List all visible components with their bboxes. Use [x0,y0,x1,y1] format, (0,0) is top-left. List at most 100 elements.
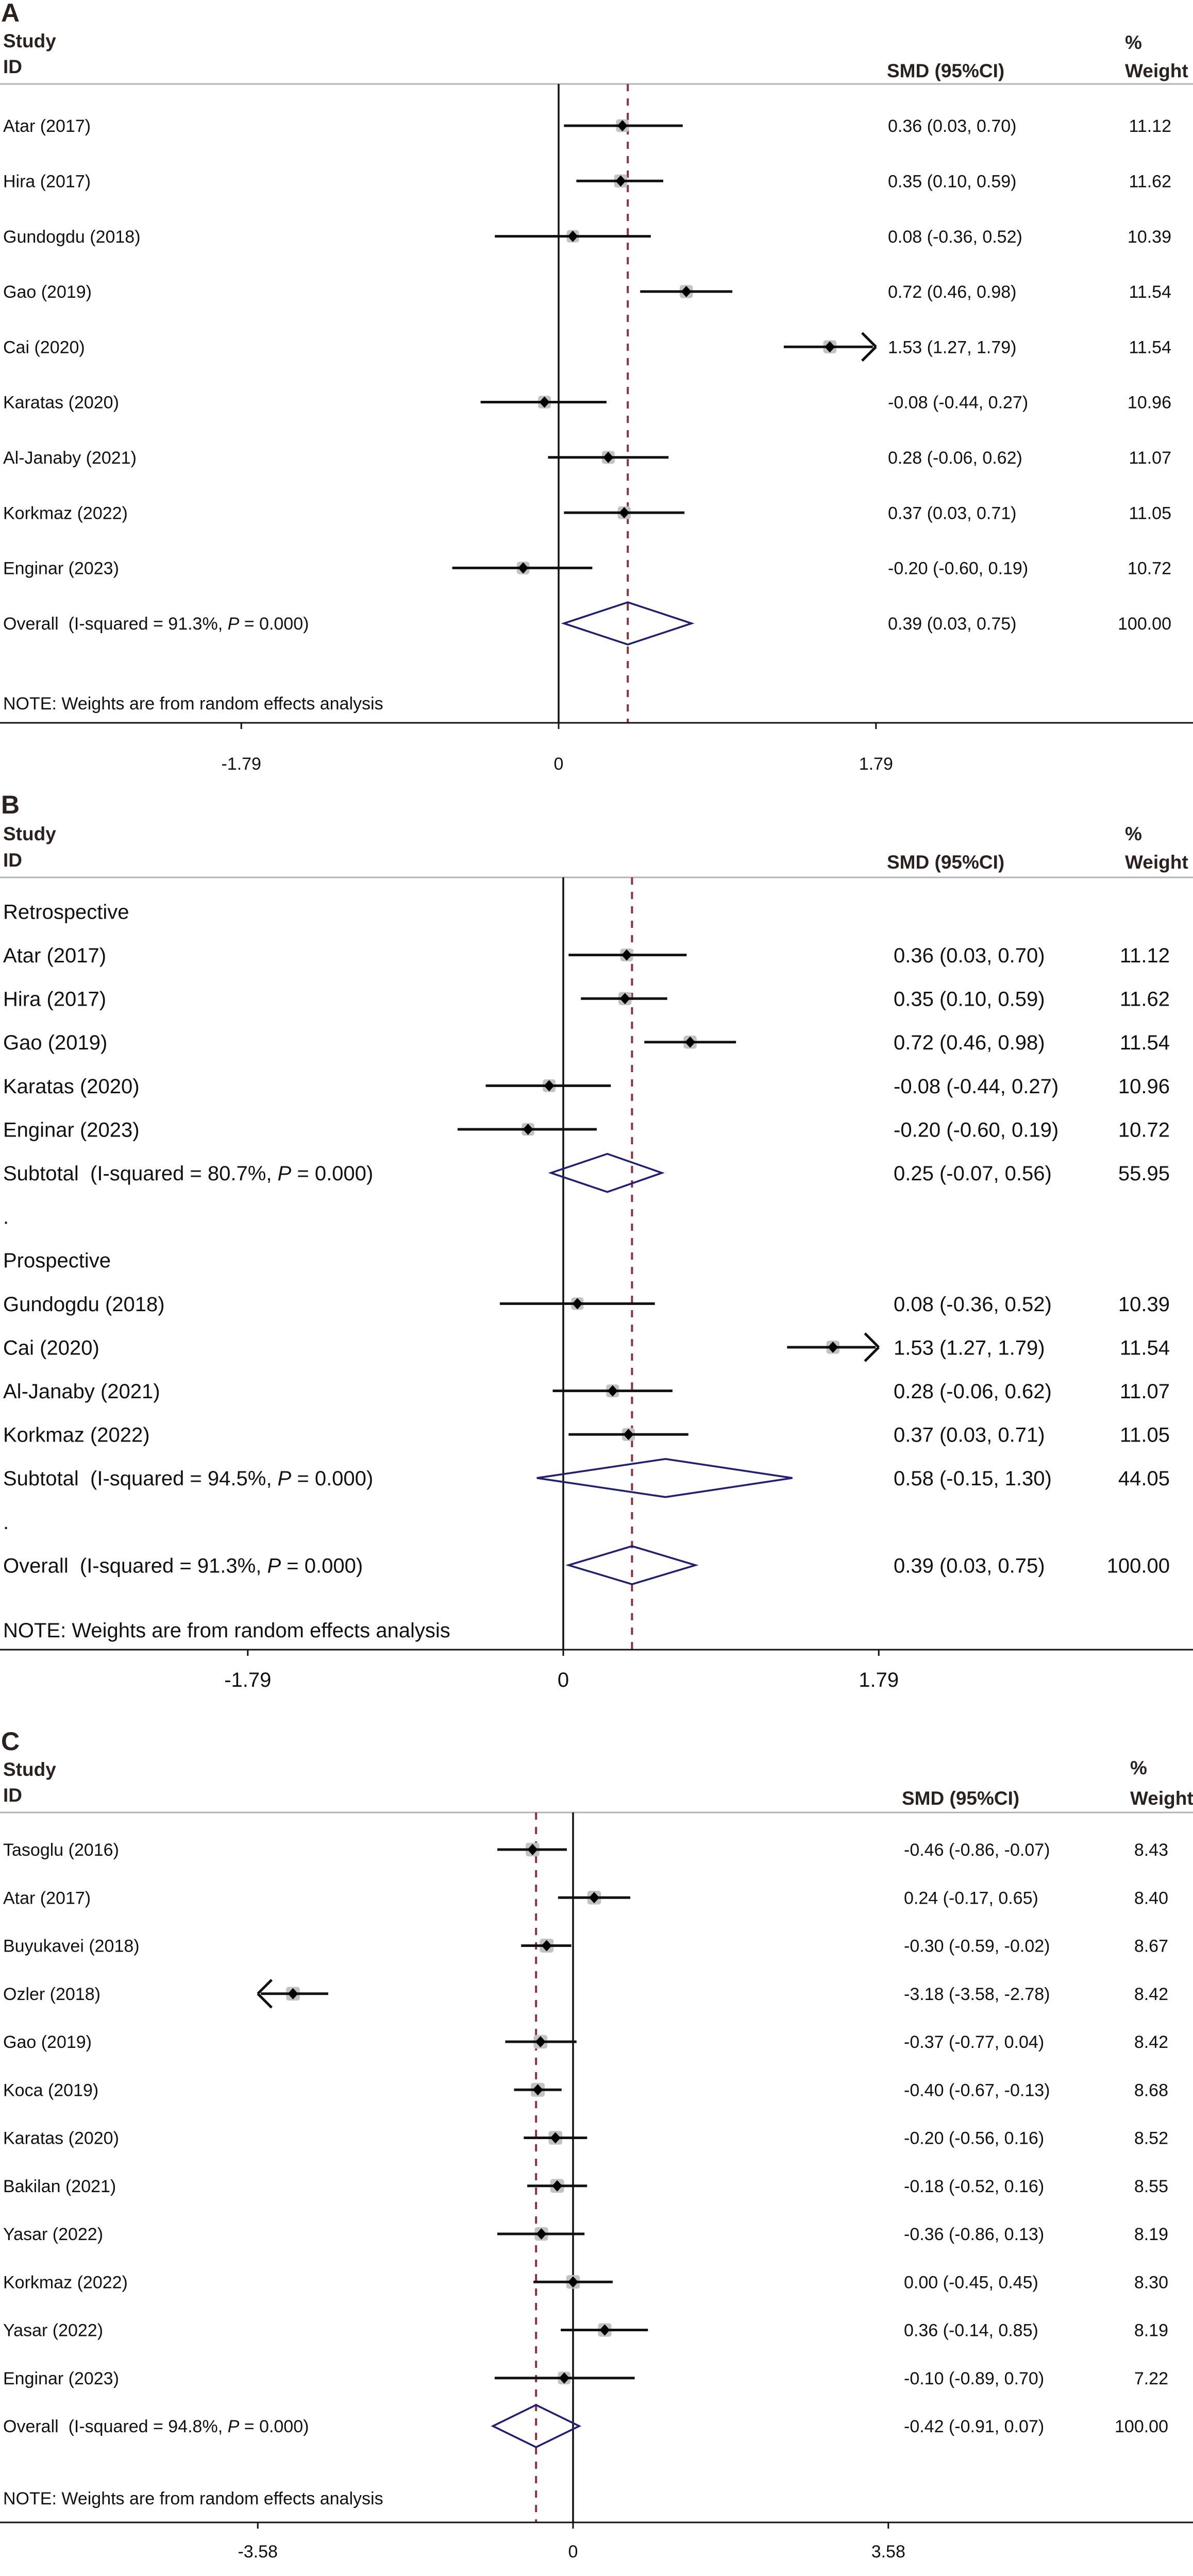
svg-text:Study: Study [3,823,56,844]
svg-text:Korkmaz (2022): Korkmaz (2022) [3,2273,128,2293]
svg-text:Overall (I-squared = 91.3%, P: Overall (I-squared = 91.3%, P = 0.000) [3,614,309,634]
svg-text:-0.30 (-0.59, -0.02): -0.30 (-0.59, -0.02) [904,1937,1050,1956]
svg-text:44.05: 44.05 [1118,1467,1170,1490]
svg-text:8.19: 8.19 [1134,2321,1168,2341]
svg-text:Prospective: Prospective [3,1249,111,1272]
svg-text:11.62: 11.62 [1129,172,1171,192]
svg-text:Enginar (2023): Enginar (2023) [3,2369,119,2388]
svg-text:8.67: 8.67 [1134,1937,1168,1956]
svg-text:8.52: 8.52 [1134,2129,1168,2148]
svg-text:10.72: 10.72 [1128,559,1171,579]
svg-text:8.43: 8.43 [1134,1840,1168,1860]
svg-text:8.68: 8.68 [1134,2081,1168,2100]
svg-text:11.07: 11.07 [1129,448,1171,468]
svg-text:0.36 (0.03, 0.70): 0.36 (0.03, 0.70) [894,944,1045,967]
svg-text:SMD (95%CI): SMD (95%CI) [887,60,1004,81]
svg-text:SMD (95%CI): SMD (95%CI) [887,852,1004,873]
svg-text:Atar (2017): Atar (2017) [3,116,91,136]
svg-text:Atar (2017): Atar (2017) [3,1889,91,1908]
svg-text:Karatas (2020): Karatas (2020) [3,2129,119,2148]
svg-text:Enginar (2023): Enginar (2023) [3,559,119,579]
svg-text:0.39 (0.03, 0.75): 0.39 (0.03, 0.75) [894,1554,1045,1577]
svg-text:0.72 (0.46, 0.98): 0.72 (0.46, 0.98) [894,1031,1045,1054]
svg-text:Gundogdu (2018): Gundogdu (2018) [3,1293,165,1316]
svg-text:.: . [3,1206,9,1229]
svg-text:11.05: 11.05 [1120,1424,1170,1447]
svg-text:8.30: 8.30 [1134,2273,1168,2293]
svg-text:1.79: 1.79 [859,754,893,774]
svg-text:0.28 (-0.06, 0.62): 0.28 (-0.06, 0.62) [888,448,1022,468]
svg-text:7.22: 7.22 [1134,2369,1168,2388]
svg-text:%: % [1130,1757,1147,1778]
svg-text:0.24 (-0.17, 0.65): 0.24 (-0.17, 0.65) [904,1889,1038,1908]
svg-text:Al-Janaby (2021): Al-Janaby (2021) [3,448,137,468]
svg-text:0.37 (0.03, 0.71): 0.37 (0.03, 0.71) [894,1424,1045,1447]
svg-text:Study: Study [3,30,56,52]
svg-text:Korkmaz (2022): Korkmaz (2022) [3,1424,150,1447]
svg-text:-0.20 (-0.60, 0.19): -0.20 (-0.60, 0.19) [888,559,1028,579]
svg-text:Gao (2019): Gao (2019) [3,282,92,302]
svg-text:A: A [1,0,20,27]
svg-text:-0.42 (-0.91, 0.07): -0.42 (-0.91, 0.07) [904,2417,1044,2436]
svg-text:Cai (2020): Cai (2020) [3,337,85,357]
svg-text:Buyukavei (2018): Buyukavei (2018) [3,1937,140,1956]
svg-text:11.54: 11.54 [1129,282,1171,302]
svg-text:0.08 (-0.36, 0.52): 0.08 (-0.36, 0.52) [888,227,1022,247]
svg-text:Subtotal (I-squared = 80.7%,: Subtotal (I-squared = 80.7%, P = 0.000) [3,1162,373,1185]
svg-text:Weight: Weight [1130,1788,1193,1809]
svg-text:-1.79: -1.79 [224,1669,271,1691]
svg-text:-0.40 (-0.67, -0.13): -0.40 (-0.67, -0.13) [904,2081,1050,2100]
svg-text:11.07: 11.07 [1120,1380,1170,1403]
svg-text:Yasar (2022): Yasar (2022) [3,2321,103,2341]
svg-text:0.35 (0.10, 0.59): 0.35 (0.10, 0.59) [888,172,1017,192]
svg-text:0.39 (0.03, 0.75): 0.39 (0.03, 0.75) [888,614,1017,634]
svg-text:11.54: 11.54 [1120,1336,1170,1359]
svg-text:%: % [1125,32,1142,53]
svg-text:8.42: 8.42 [1134,2032,1168,2052]
svg-text:ID: ID [3,56,22,77]
svg-text:0.58 (-0.15, 1.30): 0.58 (-0.15, 1.30) [894,1467,1052,1490]
svg-text:8.40: 8.40 [1134,1889,1168,1908]
svg-text:-3.58: -3.58 [238,2542,278,2562]
svg-text:Overall (I-squared = 91.3%, P: Overall (I-squared = 91.3%, P = 0.000) [3,1554,363,1577]
svg-text:-0.08 (-0.44, 0.27): -0.08 (-0.44, 0.27) [894,1075,1058,1098]
svg-text:.: . [3,1511,9,1534]
svg-text:Ozler (2018): Ozler (2018) [3,1985,100,2004]
svg-text:0.35 (0.10, 0.59): 0.35 (0.10, 0.59) [894,988,1045,1011]
svg-text:Yasar (2022): Yasar (2022) [3,2225,103,2244]
svg-text:10.96: 10.96 [1128,393,1171,413]
svg-text:-0.20 (-0.56, 0.16): -0.20 (-0.56, 0.16) [904,2129,1044,2148]
svg-text:Al-Janaby (2021): Al-Janaby (2021) [3,1380,160,1403]
svg-text:-1.79: -1.79 [221,754,261,774]
svg-text:1.53 (1.27, 1.79): 1.53 (1.27, 1.79) [888,337,1017,357]
svg-text:0.72 (0.46, 0.98): 0.72 (0.46, 0.98) [888,282,1017,302]
svg-text:NOTE: Weights are from random: NOTE: Weights are from random effects an… [3,2489,383,2509]
svg-text:10.96: 10.96 [1118,1075,1170,1098]
svg-text:11.54: 11.54 [1120,1031,1170,1054]
svg-text:Karatas (2020): Karatas (2020) [3,393,119,413]
svg-text:Hira (2017): Hira (2017) [3,988,106,1011]
svg-text:-0.46 (-0.86, -0.07): -0.46 (-0.86, -0.07) [904,1840,1050,1860]
svg-text:-0.08 (-0.44, 0.27): -0.08 (-0.44, 0.27) [888,393,1028,413]
svg-text:Korkmaz (2022): Korkmaz (2022) [3,503,128,523]
svg-text:-3.18 (-3.58, -2.78): -3.18 (-3.58, -2.78) [904,1985,1050,2004]
svg-text:55.95: 55.95 [1118,1162,1170,1185]
svg-text:1.79: 1.79 [859,1669,899,1691]
svg-text:0.36 (0.03, 0.70): 0.36 (0.03, 0.70) [888,116,1017,136]
svg-text:8.19: 8.19 [1134,2225,1168,2244]
svg-text:0: 0 [554,754,564,774]
svg-text:Karatas (2020): Karatas (2020) [3,1075,140,1098]
svg-text:C: C [1,1727,20,1756]
svg-text:Weight: Weight [1125,852,1188,873]
svg-text:11.12: 11.12 [1129,116,1171,136]
svg-text:ID: ID [3,850,22,871]
svg-text:Overall (I-squared = 94.8%, P: Overall (I-squared = 94.8%, P = 0.000) [3,2417,309,2436]
svg-text:Subtotal (I-squared = 94.5%,: Subtotal (I-squared = 94.5%, P = 0.000) [3,1467,373,1490]
svg-text:Bakilan (2021): Bakilan (2021) [3,2177,116,2196]
svg-text:10.39: 10.39 [1118,1293,1170,1316]
svg-text:Study: Study [3,1759,56,1780]
svg-text:11.12: 11.12 [1120,944,1170,967]
svg-text:0.28 (-0.06, 0.62): 0.28 (-0.06, 0.62) [894,1380,1052,1403]
svg-text:-0.18 (-0.52, 0.16): -0.18 (-0.52, 0.16) [904,2177,1044,2196]
svg-text:-0.36 (-0.86, 0.13): -0.36 (-0.86, 0.13) [904,2225,1044,2244]
